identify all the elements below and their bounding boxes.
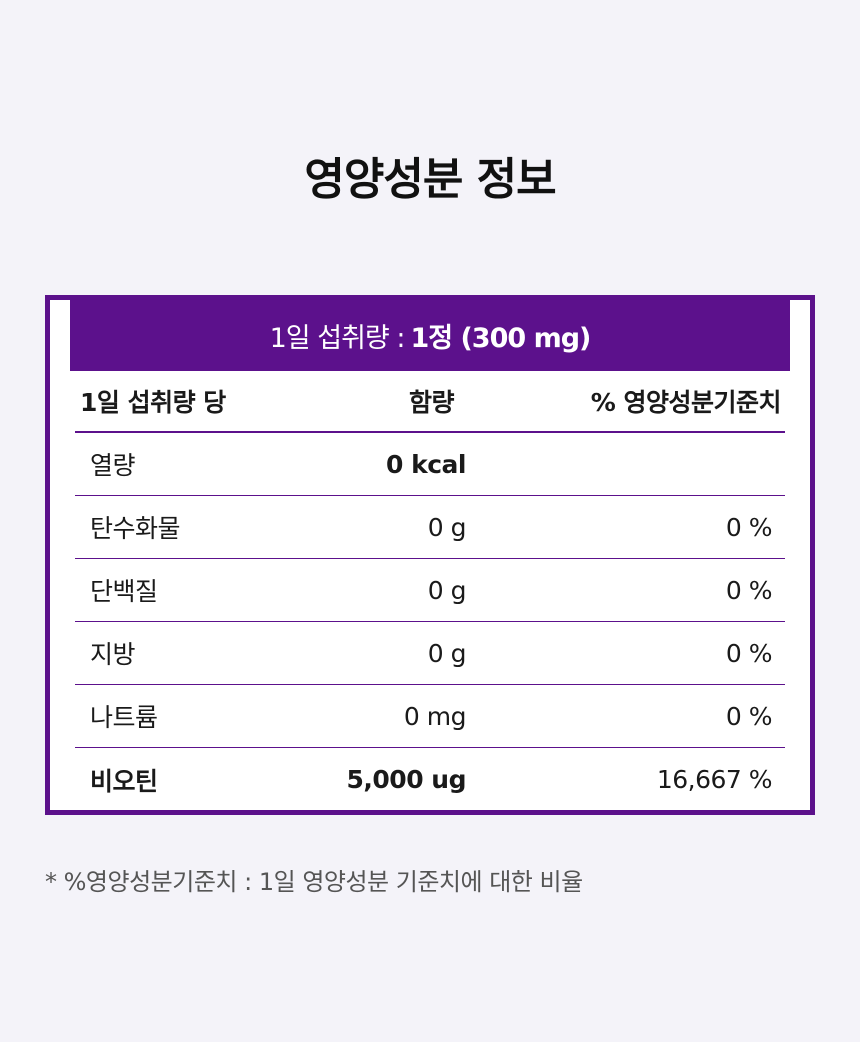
table-row-protein: 단백질 0 g 0 % (75, 559, 785, 622)
page-title: 영양성분 정보 (304, 154, 556, 205)
nutrient-name: 열량 (90, 451, 136, 480)
header-amount: 함량 (408, 388, 455, 417)
nutrient-amount: 0 mg (403, 701, 467, 731)
header-per-serving: 1일 섭취량 당 (80, 388, 226, 417)
nutrient-amount: 5,000 ug (346, 765, 467, 794)
nutrition-table: 1일 섭취량 당 함량 % 영양성분기준치 열량 0 kcal 탄수화물 0 g… (75, 371, 785, 811)
nutrient-daily-value: 0 % (725, 575, 773, 605)
nutrition-facts-panel: 1일 섭취량 : 1정 (300 mg) 1일 섭취량 당 함량 % 영양성분기… (45, 295, 815, 815)
table-header-row: 1일 섭취량 당 함량 % 영양성분기준치 (75, 371, 785, 433)
table-row-calories: 열량 0 kcal (75, 433, 785, 496)
nutrient-name: 단백질 (90, 577, 158, 606)
nutrient-name: 나트륨 (90, 703, 158, 732)
nutrient-amount: 0 g (427, 512, 467, 542)
table-row-biotin: 비오틴 5,000 ug 16,667 % (75, 748, 785, 811)
nutrient-daily-value: 0 % (725, 638, 773, 668)
nutrient-amount: 0 kcal (386, 449, 466, 479)
serving-size-value: 1정 (300 mg) (410, 323, 591, 354)
nutrient-daily-value: 0 % (725, 701, 773, 731)
serving-size-header: 1일 섭취량 : 1정 (300 mg) (70, 300, 790, 371)
table-row-sodium: 나트륨 0 mg 0 % (75, 685, 785, 748)
table-row-fat: 지방 0 g 0 % (75, 622, 785, 685)
footnote: * %영양성분기준치 : 1일 영양성분 기준치에 대한 비율 (45, 868, 583, 896)
table-row-carbohydrate: 탄수화물 0 g 0 % (75, 496, 785, 559)
nutrient-name: 비오틴 (90, 766, 158, 796)
nutrient-name: 탄수화물 (90, 514, 181, 543)
nutrient-daily-value: 0 % (725, 512, 773, 542)
header-daily-value: % 영양성분기준치 (590, 388, 782, 417)
nutrient-amount: 0 g (427, 638, 467, 668)
serving-size-label: 1일 섭취량 : (269, 323, 406, 354)
nutrient-daily-value: 16,667 % (656, 765, 773, 794)
nutrient-amount: 0 g (427, 575, 467, 605)
nutrient-name: 지방 (90, 640, 136, 669)
